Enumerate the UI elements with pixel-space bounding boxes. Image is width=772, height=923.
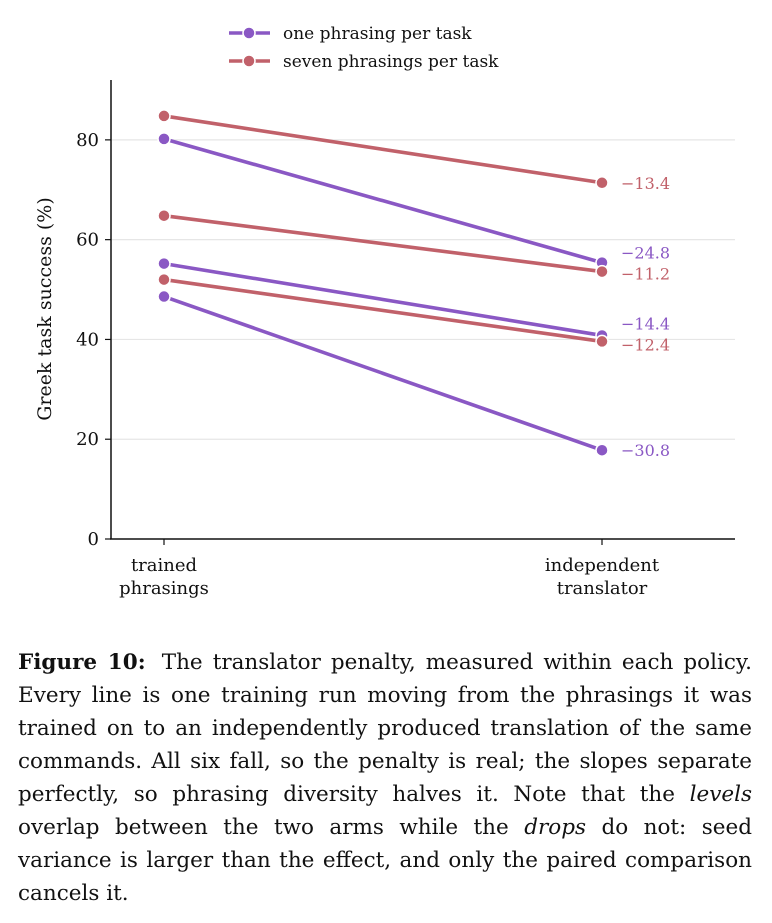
data-point [157, 289, 171, 304]
legend-swatch-marker [242, 26, 256, 40]
run-line [162, 114, 604, 185]
drop-label: −24.8 [621, 244, 670, 263]
drop-label: −12.4 [621, 335, 670, 354]
y-ticks: 0 20 40 60 80 [76, 130, 111, 550]
y-tick-label: 80 [76, 130, 99, 151]
drop-label: −30.8 [621, 441, 670, 460]
drop-label: −13.4 [621, 174, 670, 193]
y-axis-title: Greek task success (%) [34, 197, 56, 421]
gridlines [111, 139, 735, 440]
data-point [157, 272, 171, 287]
drop-label: −14.4 [621, 314, 670, 333]
x-tick-label: independent translator [545, 555, 660, 599]
data-point [157, 256, 171, 271]
data-point [595, 264, 609, 279]
figure-label: Figure 10: [18, 650, 146, 675]
axes [110, 80, 735, 540]
y-tick-label: 60 [76, 230, 99, 251]
y-tick-label: 40 [76, 329, 99, 350]
caption-text-1: The translator penalty, measured within … [18, 650, 753, 807]
run-line [162, 277, 604, 344]
series: −24.8 −14.4 −30.8 −13.4 −11.2 −12.4 [157, 109, 670, 460]
x-ticks: trained phrasings independent translator [119, 539, 660, 599]
caption-text-2: overlap between the two arms while the [18, 815, 525, 840]
data-point [157, 208, 171, 223]
data-point [595, 176, 609, 190]
run-line [162, 261, 604, 338]
data-point [157, 109, 171, 123]
legend-label: one phrasing per task [283, 24, 472, 44]
run-line [162, 294, 604, 452]
data-point [595, 334, 609, 349]
y-tick-label: 0 [88, 529, 99, 550]
drop-label: −11.2 [621, 265, 670, 284]
run-line [162, 213, 604, 274]
x-tick-label: trained phrasings [119, 555, 209, 599]
line-chart: 0 20 40 60 80 trained phrasings independent tra… [34, 24, 735, 599]
data-point [595, 443, 609, 457]
legend-swatch-marker [242, 54, 256, 68]
caption-emphasis-levels: levels [689, 782, 752, 807]
caption-emphasis-drops: drops [524, 815, 586, 840]
y-tick-label: 20 [76, 429, 99, 450]
caption-text-3: do not: seed variance is larger than the… [18, 815, 752, 906]
data-point [157, 132, 171, 146]
legend: one phrasing per task seven phrasings per… [229, 24, 499, 72]
legend-label: seven phrasings per task [283, 52, 499, 72]
figure-caption: Figure 10: The translator penalty, measu… [18, 646, 752, 910]
run-line [162, 137, 604, 265]
